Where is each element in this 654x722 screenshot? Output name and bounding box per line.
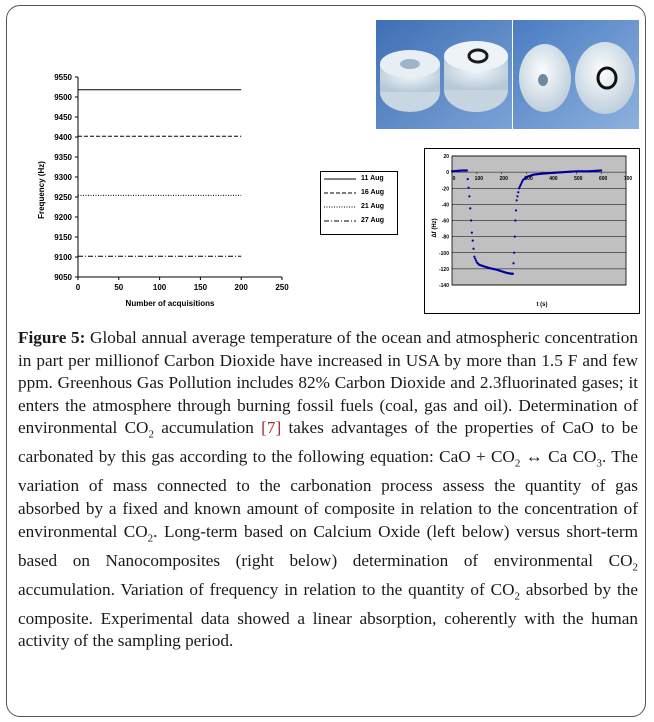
legend-label: 21 Aug xyxy=(361,203,385,210)
legend-entry: 11 Aug xyxy=(321,173,397,186)
right-xtick-label: 400 xyxy=(549,176,558,182)
legend-swatch xyxy=(324,192,356,194)
left-ytick-label: 9100 xyxy=(54,253,72,262)
right-ytick-label: -40 xyxy=(442,202,449,208)
left-xtick-label: 50 xyxy=(114,283,123,292)
right-xtick-label: 200 xyxy=(500,176,509,182)
right-data-point xyxy=(470,231,473,234)
right-ytick-label: 0 xyxy=(446,170,449,176)
chemical-subscript: 3 xyxy=(596,457,602,470)
left-ytick-label: 9450 xyxy=(54,113,72,122)
caption-text: Global annual average temperature of the… xyxy=(18,328,638,438)
right-xtick-label: 700 xyxy=(624,176,633,182)
right-data-point xyxy=(474,259,478,262)
right-data-point xyxy=(511,272,514,275)
right-data-point xyxy=(513,251,516,254)
legend-label: 11 Aug xyxy=(361,175,384,182)
legend-entry: 21 Aug xyxy=(321,201,397,214)
left-ylabel: Frequency (Hz) xyxy=(37,161,46,219)
right-data-point xyxy=(465,169,469,172)
right-xtick-label: 0 xyxy=(453,176,456,182)
right-data-point xyxy=(466,178,469,181)
right-data-point xyxy=(516,195,519,198)
left-ytick-label: 9050 xyxy=(54,273,72,282)
left-xtick-label: 100 xyxy=(153,283,167,292)
left-ytick-label: 9150 xyxy=(54,233,72,242)
left-chart-legend: 11 Aug 16 Aug 21 Aug 27 Aug xyxy=(320,171,398,235)
left-xtick-label: 200 xyxy=(235,283,249,292)
chemical-subscript: 2 xyxy=(514,590,521,603)
figure-caption: Figure 5: Global annual average temperat… xyxy=(18,327,638,653)
right-data-point xyxy=(514,209,518,212)
right-data-point xyxy=(468,195,471,198)
right-xlabel: t (s) xyxy=(537,302,548,308)
caption-text: accumulation xyxy=(153,418,262,438)
legend-label: 27 Aug xyxy=(361,217,385,224)
legend-label: 16 Aug xyxy=(361,189,385,196)
nanocomposite-samples-photo xyxy=(513,20,639,129)
right-ylabel: Δf (Hz) xyxy=(432,218,438,237)
caption-text: . Long-term based on Calcium Oxide (left… xyxy=(18,521,638,570)
calcium-oxide-samples-photo xyxy=(376,20,512,129)
right-ytick-label: -60 xyxy=(442,219,449,225)
right-xtick-label: 300 xyxy=(524,176,533,182)
legend-entry: 16 Aug xyxy=(321,187,397,200)
right-data-point xyxy=(473,255,476,258)
right-xtick-label: 500 xyxy=(574,176,583,182)
right-ytick-label: -80 xyxy=(442,235,449,241)
right-data-point xyxy=(517,191,520,194)
right-data-point xyxy=(472,247,475,250)
right-data-point xyxy=(467,186,470,189)
right-ytick-label: -140 xyxy=(439,283,449,289)
caption-text: absorbed by the composite. Experimental … xyxy=(18,579,638,651)
right-data-point xyxy=(600,169,603,172)
caption-text: ↔ Ca CO xyxy=(520,447,597,467)
left-xtick-label: 0 xyxy=(76,283,81,292)
right-data-point xyxy=(514,219,517,222)
legend-swatch xyxy=(324,220,356,222)
caption-text: takes advantages of the properties of Ca… xyxy=(18,418,638,467)
right-xtick-label: 600 xyxy=(599,176,608,182)
left-xlabel: Number of acquisitions xyxy=(126,299,215,308)
left-ytick-label: 9400 xyxy=(54,133,72,142)
right-ytick-label: -100 xyxy=(439,251,449,257)
right-data-point xyxy=(469,207,472,210)
legend-swatch xyxy=(324,206,356,208)
left-ytick-label: 9550 xyxy=(54,73,72,82)
figure-frame xyxy=(6,5,646,717)
left-xtick-label: 150 xyxy=(194,283,208,292)
left-ytick-label: 9350 xyxy=(54,153,72,162)
chemical-subscript: 2 xyxy=(147,532,154,545)
citation-link[interactable]: [7] xyxy=(261,418,282,438)
left-ytick-label: 9200 xyxy=(54,213,72,222)
chemical-subscript: 2 xyxy=(632,561,639,574)
chemical-subscript: 2 xyxy=(514,457,521,470)
left-xtick-label: 250 xyxy=(275,283,289,292)
right-data-point xyxy=(513,235,516,238)
left-ytick-label: 9300 xyxy=(54,173,72,182)
caption-label: Figure 5: xyxy=(18,328,86,347)
right-data-point xyxy=(512,262,515,265)
left-ytick-label: 9250 xyxy=(54,193,72,202)
caption-text: accumulation. Variation of frequency in … xyxy=(18,579,515,599)
right-ytick-label: -120 xyxy=(439,267,449,273)
legend-swatch xyxy=(324,178,356,180)
legend-entry: 27 Aug xyxy=(321,215,397,228)
right-data-point xyxy=(515,199,518,202)
right-data-point xyxy=(469,219,473,222)
right-xtick-label: 100 xyxy=(475,176,484,182)
right-ytick-label: -20 xyxy=(442,186,449,192)
chemical-subscript: 2 xyxy=(148,428,154,441)
left-ytick-label: 9500 xyxy=(54,93,72,102)
frequency-line-chart: 9050 9100 9150 9200 9250 9300 9350 9400 9450 9500… xyxy=(37,73,289,308)
caption-text: . The variation of mass connected to the… xyxy=(18,447,638,541)
right-ytick-label: 20 xyxy=(443,154,449,160)
right-data-point xyxy=(474,257,477,260)
right-data-point xyxy=(471,239,474,242)
